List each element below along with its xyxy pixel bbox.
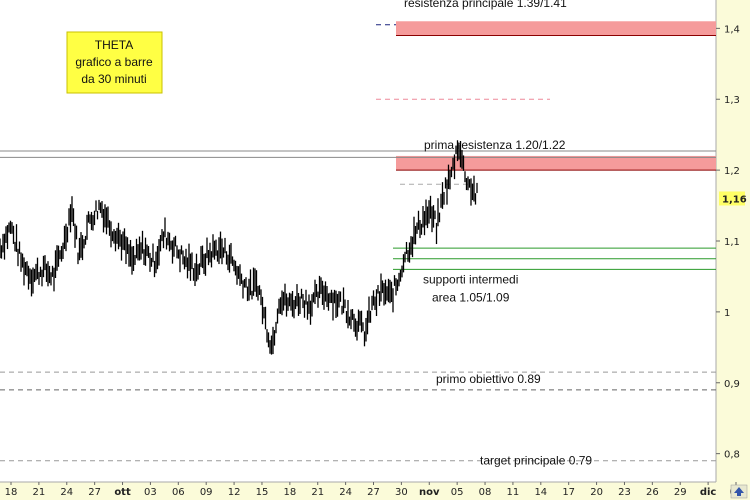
annotation-label-2: supporti intermedi [423,273,518,287]
y-tick-label: 1,4 [724,24,740,35]
horizontal-levels [0,24,716,462]
resistance-zones [396,21,716,171]
y-tick-label: 1,1 [724,237,740,248]
annotations: resistenza principale 1.39/1.41 prima res… [404,0,592,467]
scroll-arrow-icon[interactable] [730,484,748,499]
x-tick-label: 18 [5,487,18,498]
y-tick-label: 0,8 [724,450,740,461]
x-axis-ticks: 18 21 24 27 ott 03 06 09 12 15 18 21 24 27 30 nov 05 08 11… [5,482,742,498]
x-tick-label: 15 [256,487,269,498]
x-tick-label: 03 [144,487,157,498]
x-tick-label: 20 [590,487,603,498]
x-tick-label: 11 [507,487,520,498]
title-line-2: grafico a barre [75,55,153,69]
x-tick-label: 17 [562,487,575,498]
y-axis-ticks: 1,4 1,3 1,2 1,1 1 0,9 0,8 [716,24,740,461]
price-series [0,140,478,355]
x-tick-label: 24 [60,487,73,498]
x-tick-label: 24 [339,487,352,498]
annotation-label-1: prima resistenza 1.20/1.22 [424,138,566,152]
title-box-background [66,31,163,94]
x-tick-label: 08 [479,487,492,498]
y-tick-label: 1 [724,308,730,319]
title-line-1: THETA [95,38,133,52]
x-tick-label: 05 [451,487,464,498]
x-tick-label: nov [419,487,440,498]
title-box: THETA grafico a barre da 30 minuti [66,31,163,94]
x-tick-label: 21 [311,487,324,498]
x-tick-label: 12 [228,487,241,498]
annotation-label-0: resistenza principale 1.39/1.41 [404,0,567,10]
x-tick-label: dic [700,487,717,498]
x-tick-label: 06 [172,487,185,498]
last-price-tag: 1,16 [719,191,747,206]
x-tick-label: ott [114,487,131,498]
x-tick-label: 27 [88,487,101,498]
resistance-zone-1 [396,155,716,171]
resistance-zone-0 [396,21,716,36]
annotation-label-4: primo obiettivo 0.89 [436,372,541,386]
x-axis-panel [0,482,716,500]
x-tick-label: 09 [200,487,213,498]
x-tick-label: 14 [534,487,547,498]
x-tick-label: 26 [646,487,659,498]
x-tick-label: 18 [283,487,296,498]
y-tick-label: 1,3 [724,95,740,106]
annotation-label-5: target principale 0.79 [480,453,592,467]
last-price-label: 1,16 [722,194,747,205]
y-axis-panel [716,0,750,500]
x-tick-label: 29 [674,487,687,498]
x-tick-label: 30 [395,487,408,498]
y-tick-label: 1,2 [724,166,740,177]
x-tick-label: 21 [33,487,46,498]
last-price-tag-background [719,191,745,206]
x-tick-label: 27 [367,487,380,498]
annotation-label-3: area 1.05/1.09 [432,290,510,304]
title-line-3: da 30 minuti [81,72,146,86]
y-tick-label: 0,9 [724,379,740,390]
x-tick-label: 23 [618,487,631,498]
